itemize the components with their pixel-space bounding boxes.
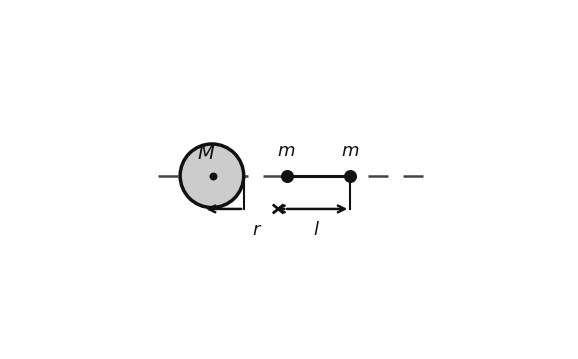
Text: $m$: $m$	[341, 142, 360, 160]
Circle shape	[180, 144, 244, 208]
Text: $M$: $M$	[197, 145, 216, 163]
Point	[282, 173, 291, 179]
Text: $r$: $r$	[253, 221, 262, 239]
Point	[346, 173, 355, 179]
Text: $m$: $m$	[277, 142, 296, 160]
Point	[209, 173, 218, 179]
Text: $l$: $l$	[313, 221, 320, 239]
